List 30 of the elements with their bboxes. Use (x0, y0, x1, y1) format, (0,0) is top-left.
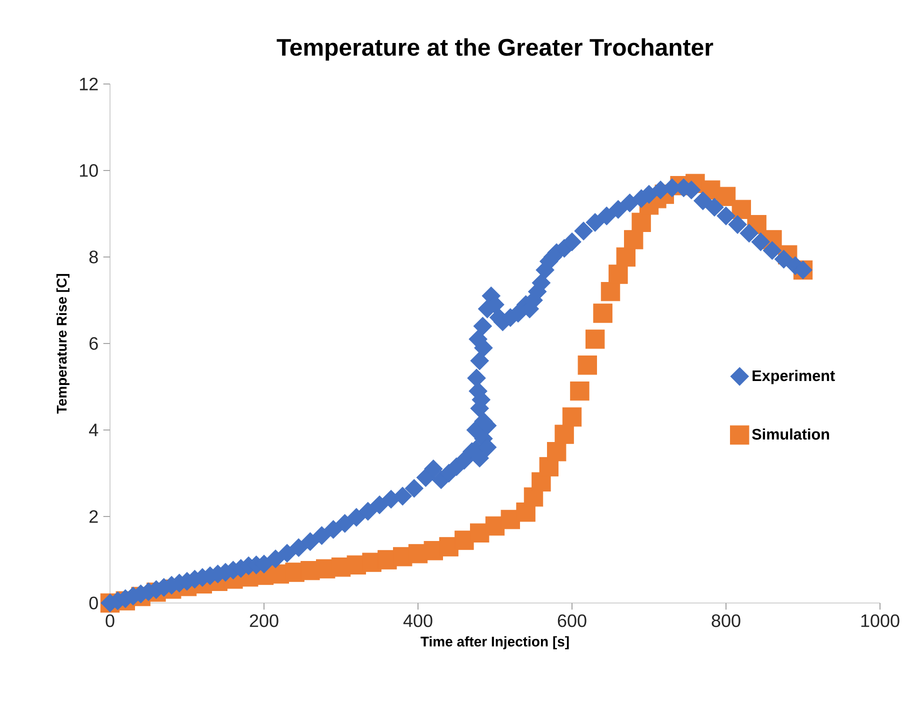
x-tick-label: 0 (106, 614, 114, 628)
point (586, 330, 605, 349)
y-tick-label: 6 (90, 337, 98, 350)
y-tick-label: 4 (89, 424, 98, 436)
x-tick-label: 800 (712, 614, 740, 628)
x-axis-title: Time after Injection [s] (420, 636, 569, 650)
y-tick-label: 0 (89, 596, 98, 610)
point (616, 247, 636, 267)
point (624, 230, 644, 250)
x-tick-label: 1000 (861, 614, 900, 628)
y-tick-label: 10 (80, 164, 98, 177)
legend-label: Simulation (752, 428, 830, 440)
y-tick-label: 12 (80, 78, 98, 90)
x-tick-label: 200 (250, 614, 278, 628)
point (570, 381, 590, 401)
y-axis-title: Temperature Rise [C] (56, 274, 70, 414)
y-tick-label: 8 (89, 250, 98, 264)
point (578, 356, 598, 375)
point (632, 212, 651, 232)
x-tick-label: 600 (558, 614, 586, 628)
point (600, 282, 620, 302)
point (554, 424, 574, 444)
point (547, 442, 566, 462)
y-tick-label: 2 (90, 510, 98, 523)
point (593, 304, 612, 323)
point (562, 407, 582, 427)
point (608, 264, 628, 284)
legend-label: Experiment (752, 370, 835, 384)
x-tick-label: 400 (403, 614, 432, 628)
chart-title: Temperature at the Greater Trochanter (276, 38, 714, 61)
